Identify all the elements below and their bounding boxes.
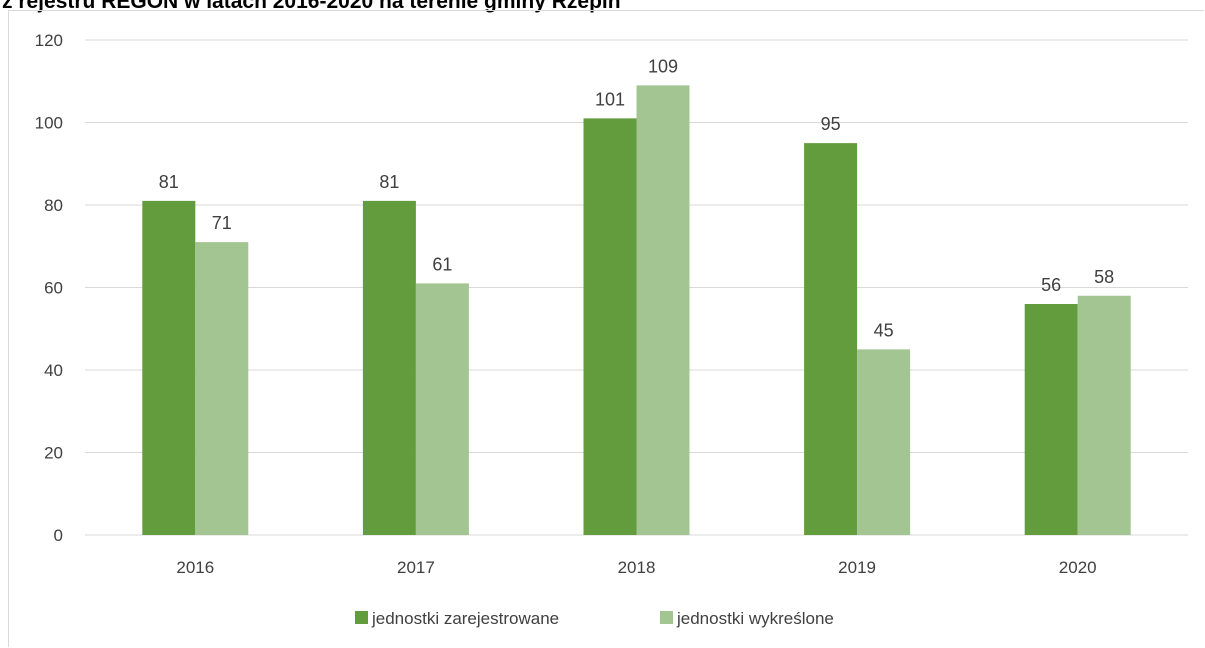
data-labels: 81 71 81 61 101 109 95 45 56 58 [159, 56, 1114, 340]
bar-deleted-2019 [857, 349, 911, 535]
x-axis-tick-labels: 2016 2017 2018 2019 2020 [176, 558, 1096, 577]
y-tick-label: 40 [44, 361, 63, 380]
y-tick-label: 60 [44, 279, 63, 298]
y-tick-label: 100 [35, 114, 63, 133]
data-label: 81 [159, 172, 179, 192]
legend: jednostki zarejestrowane jednostki wykreś… [355, 609, 834, 628]
chart-title: z rejestru REGON w latach 2016-2020 na t… [2, 0, 621, 13]
y-tick-label: 0 [54, 526, 63, 545]
data-label: 101 [595, 89, 625, 109]
data-label: 95 [821, 114, 841, 134]
bar-deleted-2020 [1077, 295, 1131, 535]
bar-registered-2016 [142, 200, 196, 535]
data-label: 61 [432, 254, 452, 274]
y-axis-tick-labels: 0 20 40 60 80 100 120 [35, 31, 63, 545]
legend-swatch-registered [355, 611, 368, 624]
x-tick-label: 2020 [1059, 558, 1097, 577]
legend-label-deleted: jednostki wykreślone [676, 609, 834, 628]
data-label: 56 [1041, 275, 1061, 295]
legend-swatch-deleted [660, 611, 673, 624]
bar-registered-2019 [804, 143, 858, 535]
bar-registered-2017 [362, 200, 416, 535]
bar-deleted-2017 [415, 283, 469, 535]
data-label: 81 [379, 172, 399, 192]
data-label: 71 [212, 213, 232, 233]
x-tick-label: 2016 [176, 558, 214, 577]
bars [142, 85, 1131, 535]
bar-deleted-2016 [195, 242, 249, 535]
x-tick-label: 2018 [618, 558, 656, 577]
data-label: 109 [648, 56, 678, 76]
y-tick-label: 20 [44, 444, 63, 463]
y-tick-label: 120 [35, 31, 63, 50]
chart-frame [8, 10, 1204, 647]
data-label: 45 [874, 320, 894, 340]
x-tick-label: 2019 [838, 558, 876, 577]
bar-registered-2018 [583, 118, 637, 535]
bar-deleted-2018 [636, 85, 690, 535]
legend-label-registered: jednostki zarejestrowane [371, 609, 559, 628]
bar-registered-2020 [1024, 304, 1078, 535]
y-tick-label: 80 [44, 196, 63, 215]
x-tick-label: 2017 [397, 558, 435, 577]
data-label: 58 [1094, 267, 1114, 287]
